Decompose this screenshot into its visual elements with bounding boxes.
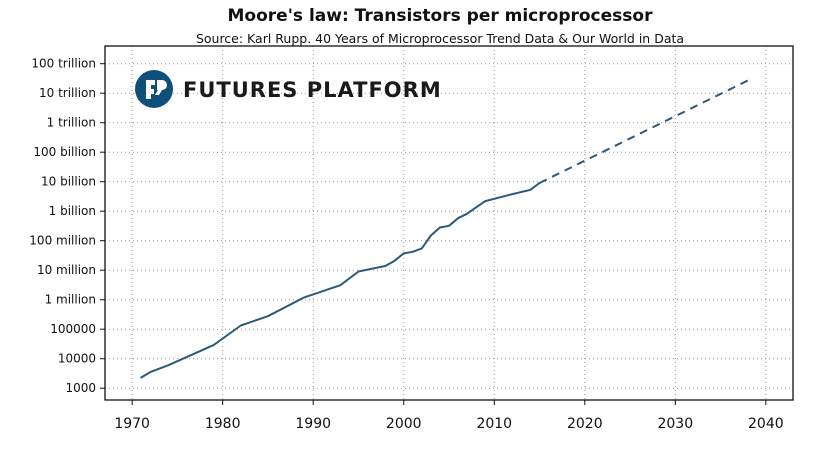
chart-subtitle: Source: Karl Rupp. 40 Years of Microproc… [195,31,685,46]
logo-text: FUTURES PLATFORM [183,78,442,102]
y-tick-label: 100 billion [33,145,96,159]
x-tick-label: 2010 [476,416,512,432]
transistor-count-line [140,182,541,379]
y-tick-label: 1000 [65,381,96,395]
y-tick-label: 10 million [37,263,96,277]
x-tick-label: 1980 [205,416,241,432]
y-axis-ticks: 1000 10000 100000 1 million 10 million 100 mi… [29,57,105,395]
y-tick-label: 1 trillion [47,116,96,130]
y-tick-label: 10000 [58,352,96,366]
chart-title: Moore's law: Transistors per microproces… [227,6,653,26]
y-tick-label: 100 trillion [31,57,96,71]
plot-frame [104,45,794,401]
gridlines [105,46,793,400]
x-axis-ticks: 1970 1980 1990 2000 2010 2020 2030 2040 [114,400,784,432]
y-tick-label: 100000 [50,322,96,336]
x-tick-label: 1990 [295,416,331,432]
futures-platform-logo: FUTURES PLATFORM [135,70,442,108]
logo-mark-icon [146,80,167,99]
y-tick-label: 10 billion [41,175,96,189]
projection-line [539,77,753,184]
x-tick-label: 2020 [567,416,603,432]
y-tick-label: 1 billion [49,204,96,218]
y-tick-label: 100 million [29,234,96,248]
y-tick-label: 10 trillion [39,86,96,100]
x-tick-label: 2000 [386,416,422,432]
series-lines [140,77,753,379]
x-tick-label: 2040 [748,416,784,432]
y-tick-label: 1 million [45,293,96,307]
x-tick-label: 2030 [657,416,693,432]
x-tick-label: 1970 [114,416,150,432]
